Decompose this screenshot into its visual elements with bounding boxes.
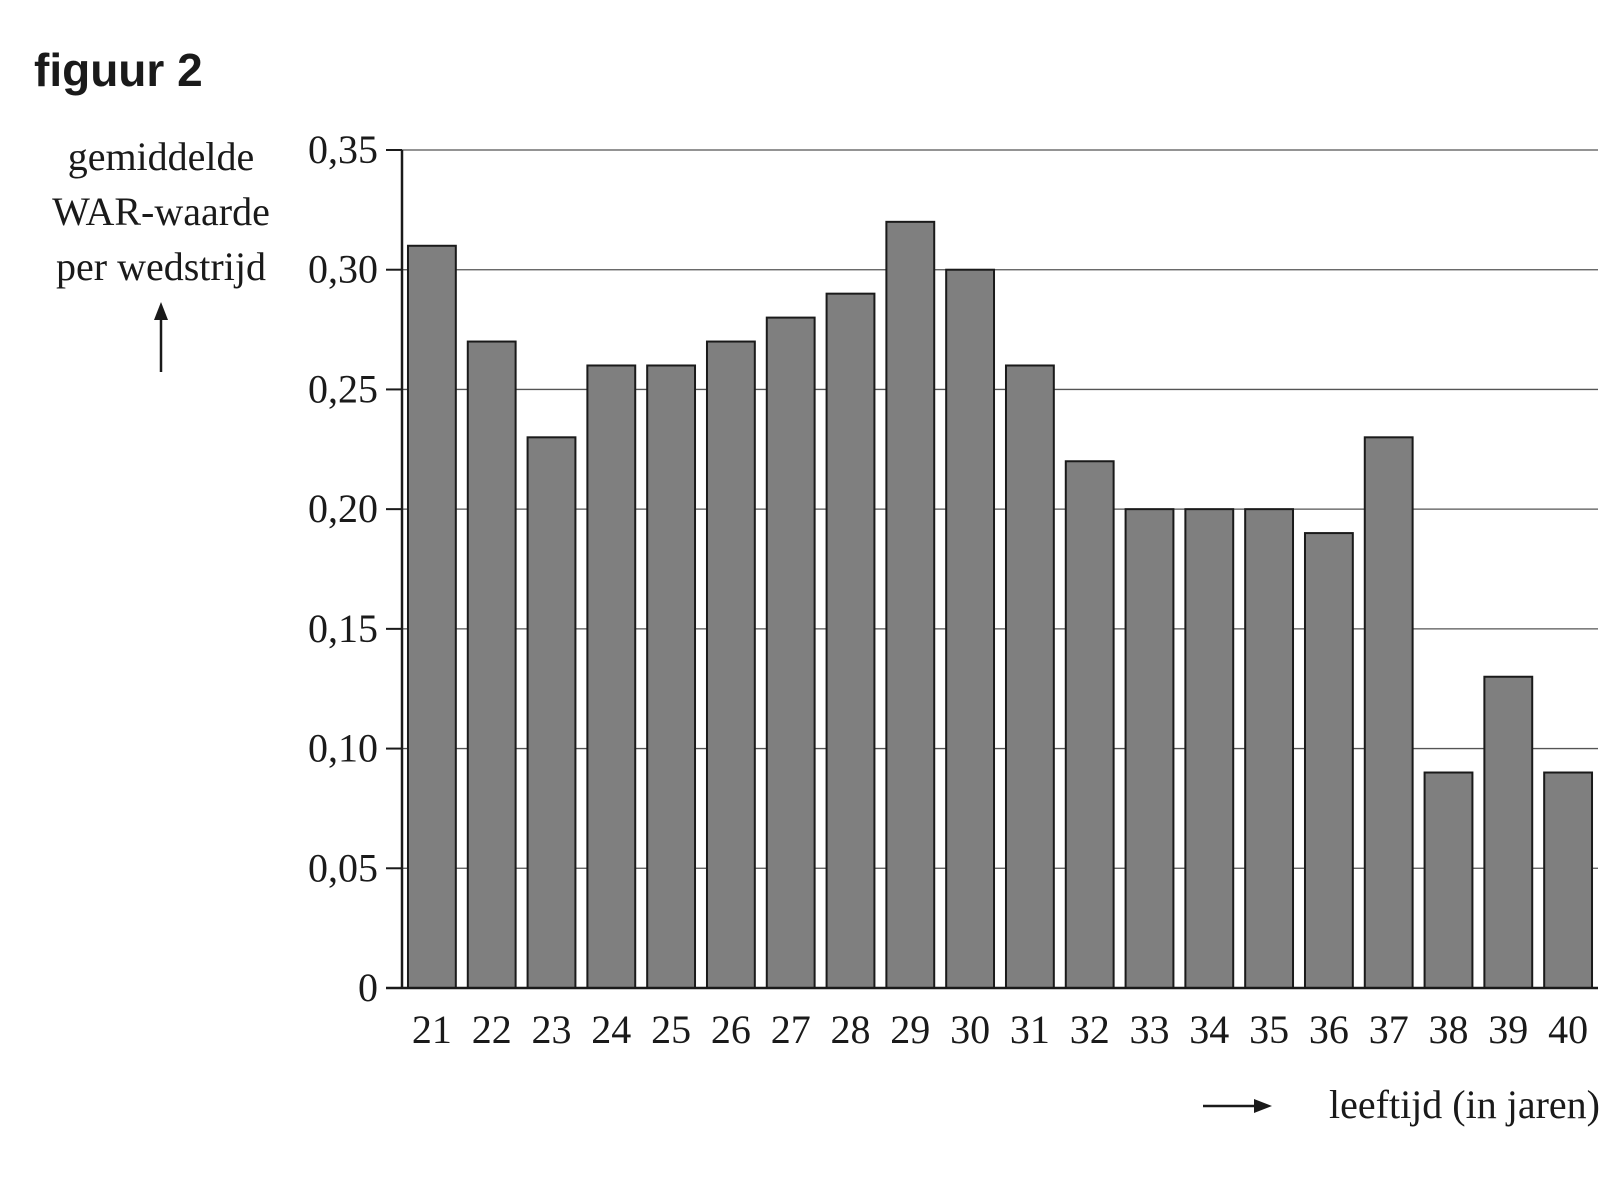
bar-26 [705, 340, 756, 989]
x-tick-label: 29 [890, 1007, 930, 1052]
bar-25 [646, 364, 697, 989]
x-tick-label: 27 [771, 1007, 811, 1052]
bar-39 [1483, 675, 1534, 989]
bar-31 [1004, 364, 1055, 989]
x-axis-arrow-icon [1203, 1099, 1272, 1113]
x-tick-label: 24 [591, 1007, 631, 1052]
x-tick-label: 36 [1309, 1007, 1349, 1052]
axes [386, 150, 1598, 990]
x-tick-label: 34 [1189, 1007, 1229, 1052]
bar-28 [825, 292, 876, 989]
x-tick-label: 40 [1548, 1007, 1588, 1052]
x-tick-label: 32 [1070, 1007, 1110, 1052]
y-axis-label-line: per wedstrijd [56, 244, 266, 289]
bar-29 [885, 220, 936, 990]
x-tick-label: 38 [1429, 1007, 1469, 1052]
bar-21 [406, 244, 457, 989]
y-tick-label: 0,10 [308, 726, 378, 771]
y-tick-labels: 0 0,05 0,10 0,15 0,20 0,25 0,30 0,35 [308, 127, 402, 1010]
bar-33 [1124, 508, 1175, 989]
bar-27 [765, 316, 816, 990]
y-axis-label-line: WAR-waarde [52, 189, 270, 234]
x-tick-label: 33 [1130, 1007, 1170, 1052]
x-tick-label: 25 [651, 1007, 691, 1052]
figure-label: figuur 2 [34, 44, 203, 96]
bar-22 [466, 340, 517, 989]
y-tick-label: 0,35 [308, 127, 378, 172]
x-tick-label: 37 [1369, 1007, 1409, 1052]
bar-32 [1064, 460, 1115, 989]
x-tick-label: 35 [1249, 1007, 1289, 1052]
y-tick-label: 0,25 [308, 366, 378, 411]
bar-36 [1303, 532, 1354, 989]
y-tick-label: 0,20 [308, 486, 378, 531]
bars [406, 220, 1594, 990]
y-tick-label: 0,05 [308, 845, 378, 890]
bar-34 [1184, 508, 1235, 989]
x-tick-labels: 21 22 23 24 25 26 27 28 29 30 31 32 33 34 35 36 37 38 39 40 [412, 1007, 1588, 1052]
bar-38 [1423, 771, 1474, 989]
bar-35 [1244, 508, 1295, 989]
bar-24 [586, 364, 637, 989]
x-axis-label: leeftijd (in jaren) [1329, 1082, 1600, 1127]
bar-23 [526, 436, 577, 990]
bar-40 [1543, 771, 1594, 989]
gridlines [402, 149, 1598, 869]
x-tick-label: 22 [472, 1007, 512, 1052]
x-tick-label: 30 [950, 1007, 990, 1052]
y-axis-arrow-icon [154, 302, 168, 372]
x-tick-label: 39 [1488, 1007, 1528, 1052]
y-tick-label: 0,15 [308, 606, 378, 651]
x-tick-label: 28 [831, 1007, 871, 1052]
y-tick-label: 0,30 [308, 247, 378, 292]
x-tick-label: 31 [1010, 1007, 1050, 1052]
x-tick-label: 26 [711, 1007, 751, 1052]
x-tick-label: 23 [532, 1007, 572, 1052]
y-tick-label: 0 [358, 965, 378, 1010]
y-axis-label: gemiddelde WAR-waarde per wedstrijd [52, 134, 270, 289]
x-tick-label: 21 [412, 1007, 452, 1052]
bar-30 [945, 268, 996, 989]
y-axis-label-line: gemiddelde [68, 134, 255, 179]
bar-37 [1363, 436, 1414, 990]
